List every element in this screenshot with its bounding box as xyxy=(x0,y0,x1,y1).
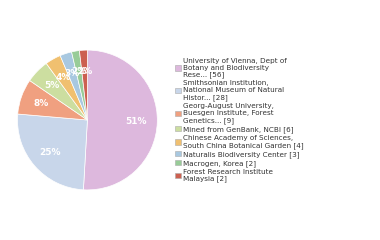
Wedge shape xyxy=(60,52,87,120)
Wedge shape xyxy=(79,50,87,120)
Legend: University of Vienna, Dept of
Botany and Biodiversity
Rese... [56], Smithsonian : University of Vienna, Dept of Botany and… xyxy=(175,58,304,182)
Wedge shape xyxy=(30,63,87,120)
Text: 3%: 3% xyxy=(65,69,80,78)
Text: 51%: 51% xyxy=(125,117,147,126)
Text: 5%: 5% xyxy=(45,81,60,90)
Text: 25%: 25% xyxy=(40,148,61,156)
Wedge shape xyxy=(17,114,87,190)
Text: 2%: 2% xyxy=(71,67,87,76)
Text: 4%: 4% xyxy=(55,73,71,82)
Wedge shape xyxy=(46,56,87,120)
Wedge shape xyxy=(83,50,157,190)
Text: 8%: 8% xyxy=(34,99,49,108)
Wedge shape xyxy=(71,51,87,120)
Wedge shape xyxy=(18,81,87,120)
Text: 2%: 2% xyxy=(77,67,92,76)
